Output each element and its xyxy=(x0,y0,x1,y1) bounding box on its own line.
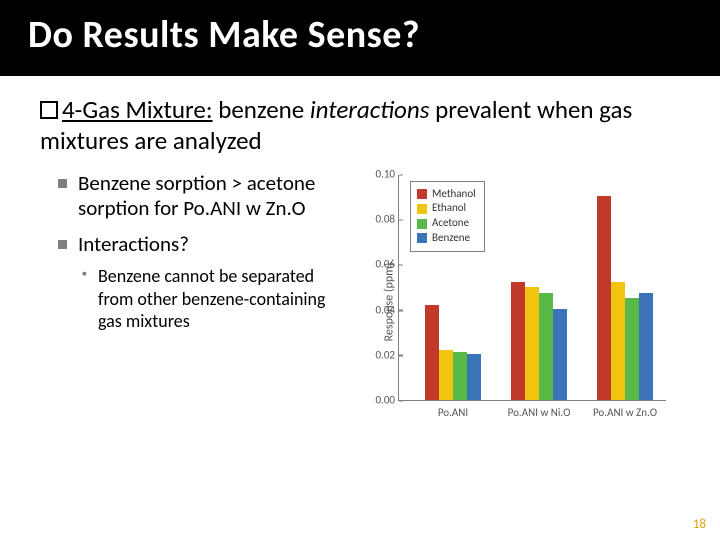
y-tick-label: 0.06 xyxy=(375,258,399,271)
y-tick-label: 0.10 xyxy=(375,168,399,181)
bullet-list: Benzene sorption > acetone sorption for … xyxy=(58,171,338,333)
lead-italic: interactions xyxy=(310,94,430,125)
legend-label: Methanol xyxy=(432,187,476,202)
bar-group xyxy=(425,305,481,400)
bar xyxy=(453,352,467,399)
left-column: Benzene sorption > acetone sorption for … xyxy=(40,171,338,437)
lead-paragraph: 4-Gas Mixture: benzene interactions prev… xyxy=(40,94,692,157)
sub-bullet-1: Benzene cannot be separated from other b… xyxy=(82,265,338,333)
legend-label: Benzene xyxy=(432,231,470,246)
y-tick-label: 0.02 xyxy=(375,348,399,361)
content-area: 4-Gas Mixture: benzene interactions prev… xyxy=(0,76,720,437)
legend-label: Acetone xyxy=(432,216,469,231)
bar xyxy=(425,305,439,400)
slide-title: Do Results Make Sense? xyxy=(28,12,692,58)
bar-group xyxy=(511,282,567,400)
legend-swatch-icon xyxy=(417,189,427,199)
y-tick-label: 0.04 xyxy=(375,303,399,316)
hollow-square-bullet-icon xyxy=(40,101,58,119)
x-tick-label: Po.ANI xyxy=(438,400,468,419)
bar-group xyxy=(597,196,653,399)
response-bar-chart: Response (ppm) 0.00 0.02 0.04 0.06 0.08 0.10 P… xyxy=(346,167,676,437)
legend-swatch-icon xyxy=(417,233,427,243)
legend-row: Methanol xyxy=(417,187,476,202)
title-band: Do Results Make Sense? xyxy=(0,0,720,76)
page-number: 18 xyxy=(693,517,706,532)
bar xyxy=(539,293,553,399)
y-tick-label: 0.00 xyxy=(375,394,399,407)
sub-bullet-list: Benzene cannot be separated from other b… xyxy=(78,265,338,333)
bullet-2: Interactions? Benzene cannot be separate… xyxy=(58,232,338,333)
bar xyxy=(597,196,611,399)
legend-swatch-icon xyxy=(417,219,427,229)
bar xyxy=(439,350,453,400)
legend-row: Acetone xyxy=(417,216,476,231)
bar xyxy=(625,298,639,400)
bullet-2-text: Interactions? xyxy=(78,231,189,257)
legend-swatch-icon xyxy=(417,204,427,214)
two-column-layout: Benzene sorption > acetone sorption for … xyxy=(40,171,692,437)
bar xyxy=(467,354,481,399)
y-axis-label: Response (ppm) xyxy=(382,262,396,341)
legend-row: Ethanol xyxy=(417,201,476,216)
bar xyxy=(553,309,567,399)
bar xyxy=(611,282,625,400)
chart-legend: MethanolEthanolAcetoneBenzene xyxy=(410,181,485,252)
y-tick-label: 0.08 xyxy=(375,213,399,226)
right-column: Response (ppm) 0.00 0.02 0.04 0.06 0.08 0.10 P… xyxy=(346,171,692,437)
bar xyxy=(511,282,525,400)
bar xyxy=(639,293,653,399)
x-tick-label: Po.ANI w Zn.O xyxy=(593,400,657,419)
bullet-1: Benzene sorption > acetone sorption for … xyxy=(58,171,338,222)
x-tick-label: Po.ANI w Ni.O xyxy=(508,400,571,419)
bar xyxy=(525,287,539,400)
lead-underlined: 4-Gas Mixture: xyxy=(62,94,213,125)
lead-text-1: benzene xyxy=(213,94,310,125)
legend-label: Ethanol xyxy=(432,201,466,216)
legend-row: Benzene xyxy=(417,231,476,246)
